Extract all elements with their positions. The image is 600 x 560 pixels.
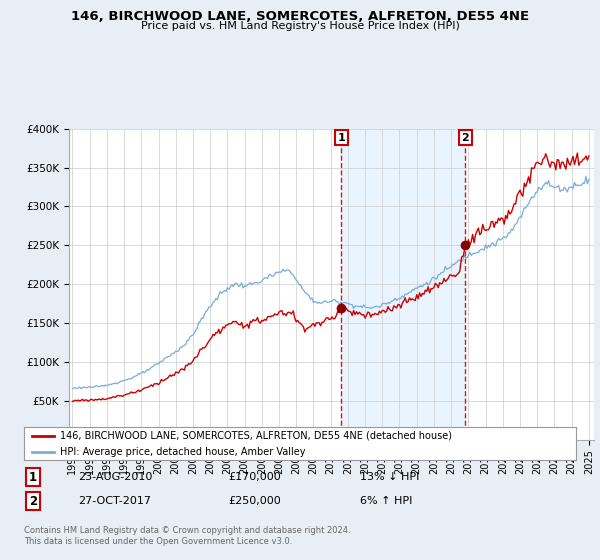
Text: 2: 2 <box>461 133 469 143</box>
Text: 2: 2 <box>29 494 37 508</box>
Text: HPI: Average price, detached house, Amber Valley: HPI: Average price, detached house, Ambe… <box>60 447 305 457</box>
Text: 146, BIRCHWOOD LANE, SOMERCOTES, ALFRETON, DE55 4NE: 146, BIRCHWOOD LANE, SOMERCOTES, ALFRETO… <box>71 10 529 23</box>
Text: 27-OCT-2017: 27-OCT-2017 <box>78 496 151 506</box>
Text: Price paid vs. HM Land Registry's House Price Index (HPI): Price paid vs. HM Land Registry's House … <box>140 21 460 31</box>
Text: 6% ↑ HPI: 6% ↑ HPI <box>360 496 412 506</box>
Text: 23-AUG-2010: 23-AUG-2010 <box>78 472 152 482</box>
Text: 13% ↓ HPI: 13% ↓ HPI <box>360 472 419 482</box>
Text: £170,000: £170,000 <box>228 472 281 482</box>
Text: Contains HM Land Registry data © Crown copyright and database right 2024.
This d: Contains HM Land Registry data © Crown c… <box>24 526 350 546</box>
Bar <box>341 129 465 440</box>
Text: £250,000: £250,000 <box>228 496 281 506</box>
Text: 1: 1 <box>29 470 37 484</box>
Text: 1: 1 <box>338 133 346 143</box>
Text: 146, BIRCHWOOD LANE, SOMERCOTES, ALFRETON, DE55 4NE (detached house): 146, BIRCHWOOD LANE, SOMERCOTES, ALFRETO… <box>60 431 452 441</box>
